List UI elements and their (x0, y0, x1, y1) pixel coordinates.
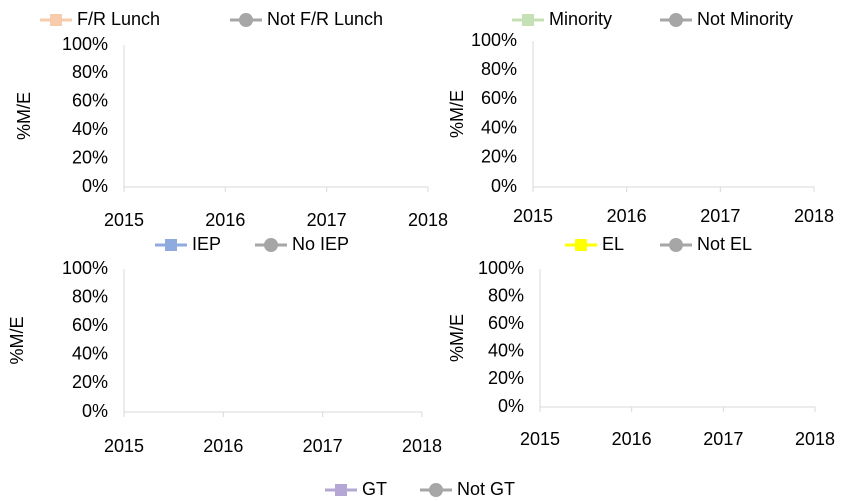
y-tick-label: 60% (72, 91, 108, 111)
legend-label: Not EL (697, 234, 752, 254)
y-tick-label: 0% (82, 401, 108, 421)
y-tick-label: 80% (481, 59, 517, 79)
x-tick-label: 2018 (402, 436, 442, 456)
y-tick-label: 60% (481, 88, 517, 108)
y-tick-label: 40% (481, 117, 517, 137)
y-axis-title: %M/E (7, 316, 27, 364)
y-tick-label: 0% (491, 176, 517, 196)
y-tick-label: 20% (481, 147, 517, 167)
legend-marker (669, 238, 683, 252)
legend-marker (335, 484, 347, 496)
y-tick-label: 40% (72, 119, 108, 139)
y-axis-title: %M/E (447, 90, 467, 138)
x-tick-label: 2015 (104, 436, 144, 456)
legend-marker (522, 14, 534, 26)
x-tick-label: 2016 (612, 429, 652, 449)
legend-marker (575, 239, 587, 251)
y-tick-label: 100% (62, 258, 108, 278)
y-tick-label: 20% (72, 372, 108, 392)
x-tick-label: 2015 (520, 429, 560, 449)
legend-label: Not Minority (697, 9, 793, 29)
legend-label: EL (602, 234, 624, 254)
legend-marker (165, 239, 177, 251)
y-axis-title: %M/E (447, 314, 467, 362)
y-tick-label: 40% (488, 341, 524, 361)
x-tick-label: 2017 (703, 429, 743, 449)
y-tick-label: 100% (471, 30, 517, 50)
legend-label: IEP (192, 234, 221, 254)
y-tick-label: 0% (82, 176, 108, 196)
y-tick-label: 60% (72, 315, 108, 335)
legend-marker (669, 13, 683, 27)
x-tick-label: 2018 (794, 206, 834, 226)
y-tick-label: 20% (72, 147, 108, 167)
legend-label: Not GT (457, 479, 515, 499)
y-tick-label: 20% (488, 368, 524, 388)
legend-marker (50, 14, 62, 26)
legend-marker (239, 13, 253, 27)
x-tick-label: 2016 (203, 436, 243, 456)
y-tick-label: 80% (72, 286, 108, 306)
legend-marker (264, 238, 278, 252)
legend-label: GT (362, 479, 387, 499)
y-tick-label: 40% (72, 344, 108, 364)
y-tick-label: 100% (62, 34, 108, 54)
y-axis-title: %M/E (14, 92, 34, 140)
y-tick-label: 0% (498, 396, 524, 416)
legend-marker (429, 483, 443, 497)
x-tick-label: 2015 (513, 206, 553, 226)
x-tick-label: 2017 (303, 436, 343, 456)
x-tick-label: 2015 (104, 210, 144, 230)
x-tick-label: 2018 (408, 210, 448, 230)
legend-label: No IEP (292, 234, 349, 254)
legend-label: Minority (549, 9, 612, 29)
y-tick-label: 60% (488, 313, 524, 333)
x-tick-label: 2018 (795, 429, 835, 449)
x-tick-label: 2016 (205, 210, 245, 230)
x-tick-label: 2017 (700, 206, 740, 226)
y-tick-label: 80% (488, 285, 524, 305)
legend-label: Not F/R Lunch (267, 9, 383, 29)
x-tick-label: 2016 (607, 206, 647, 226)
y-tick-label: 100% (478, 258, 524, 278)
x-tick-label: 2017 (307, 210, 347, 230)
legend-label: F/R Lunch (77, 9, 160, 29)
y-tick-label: 80% (72, 62, 108, 82)
